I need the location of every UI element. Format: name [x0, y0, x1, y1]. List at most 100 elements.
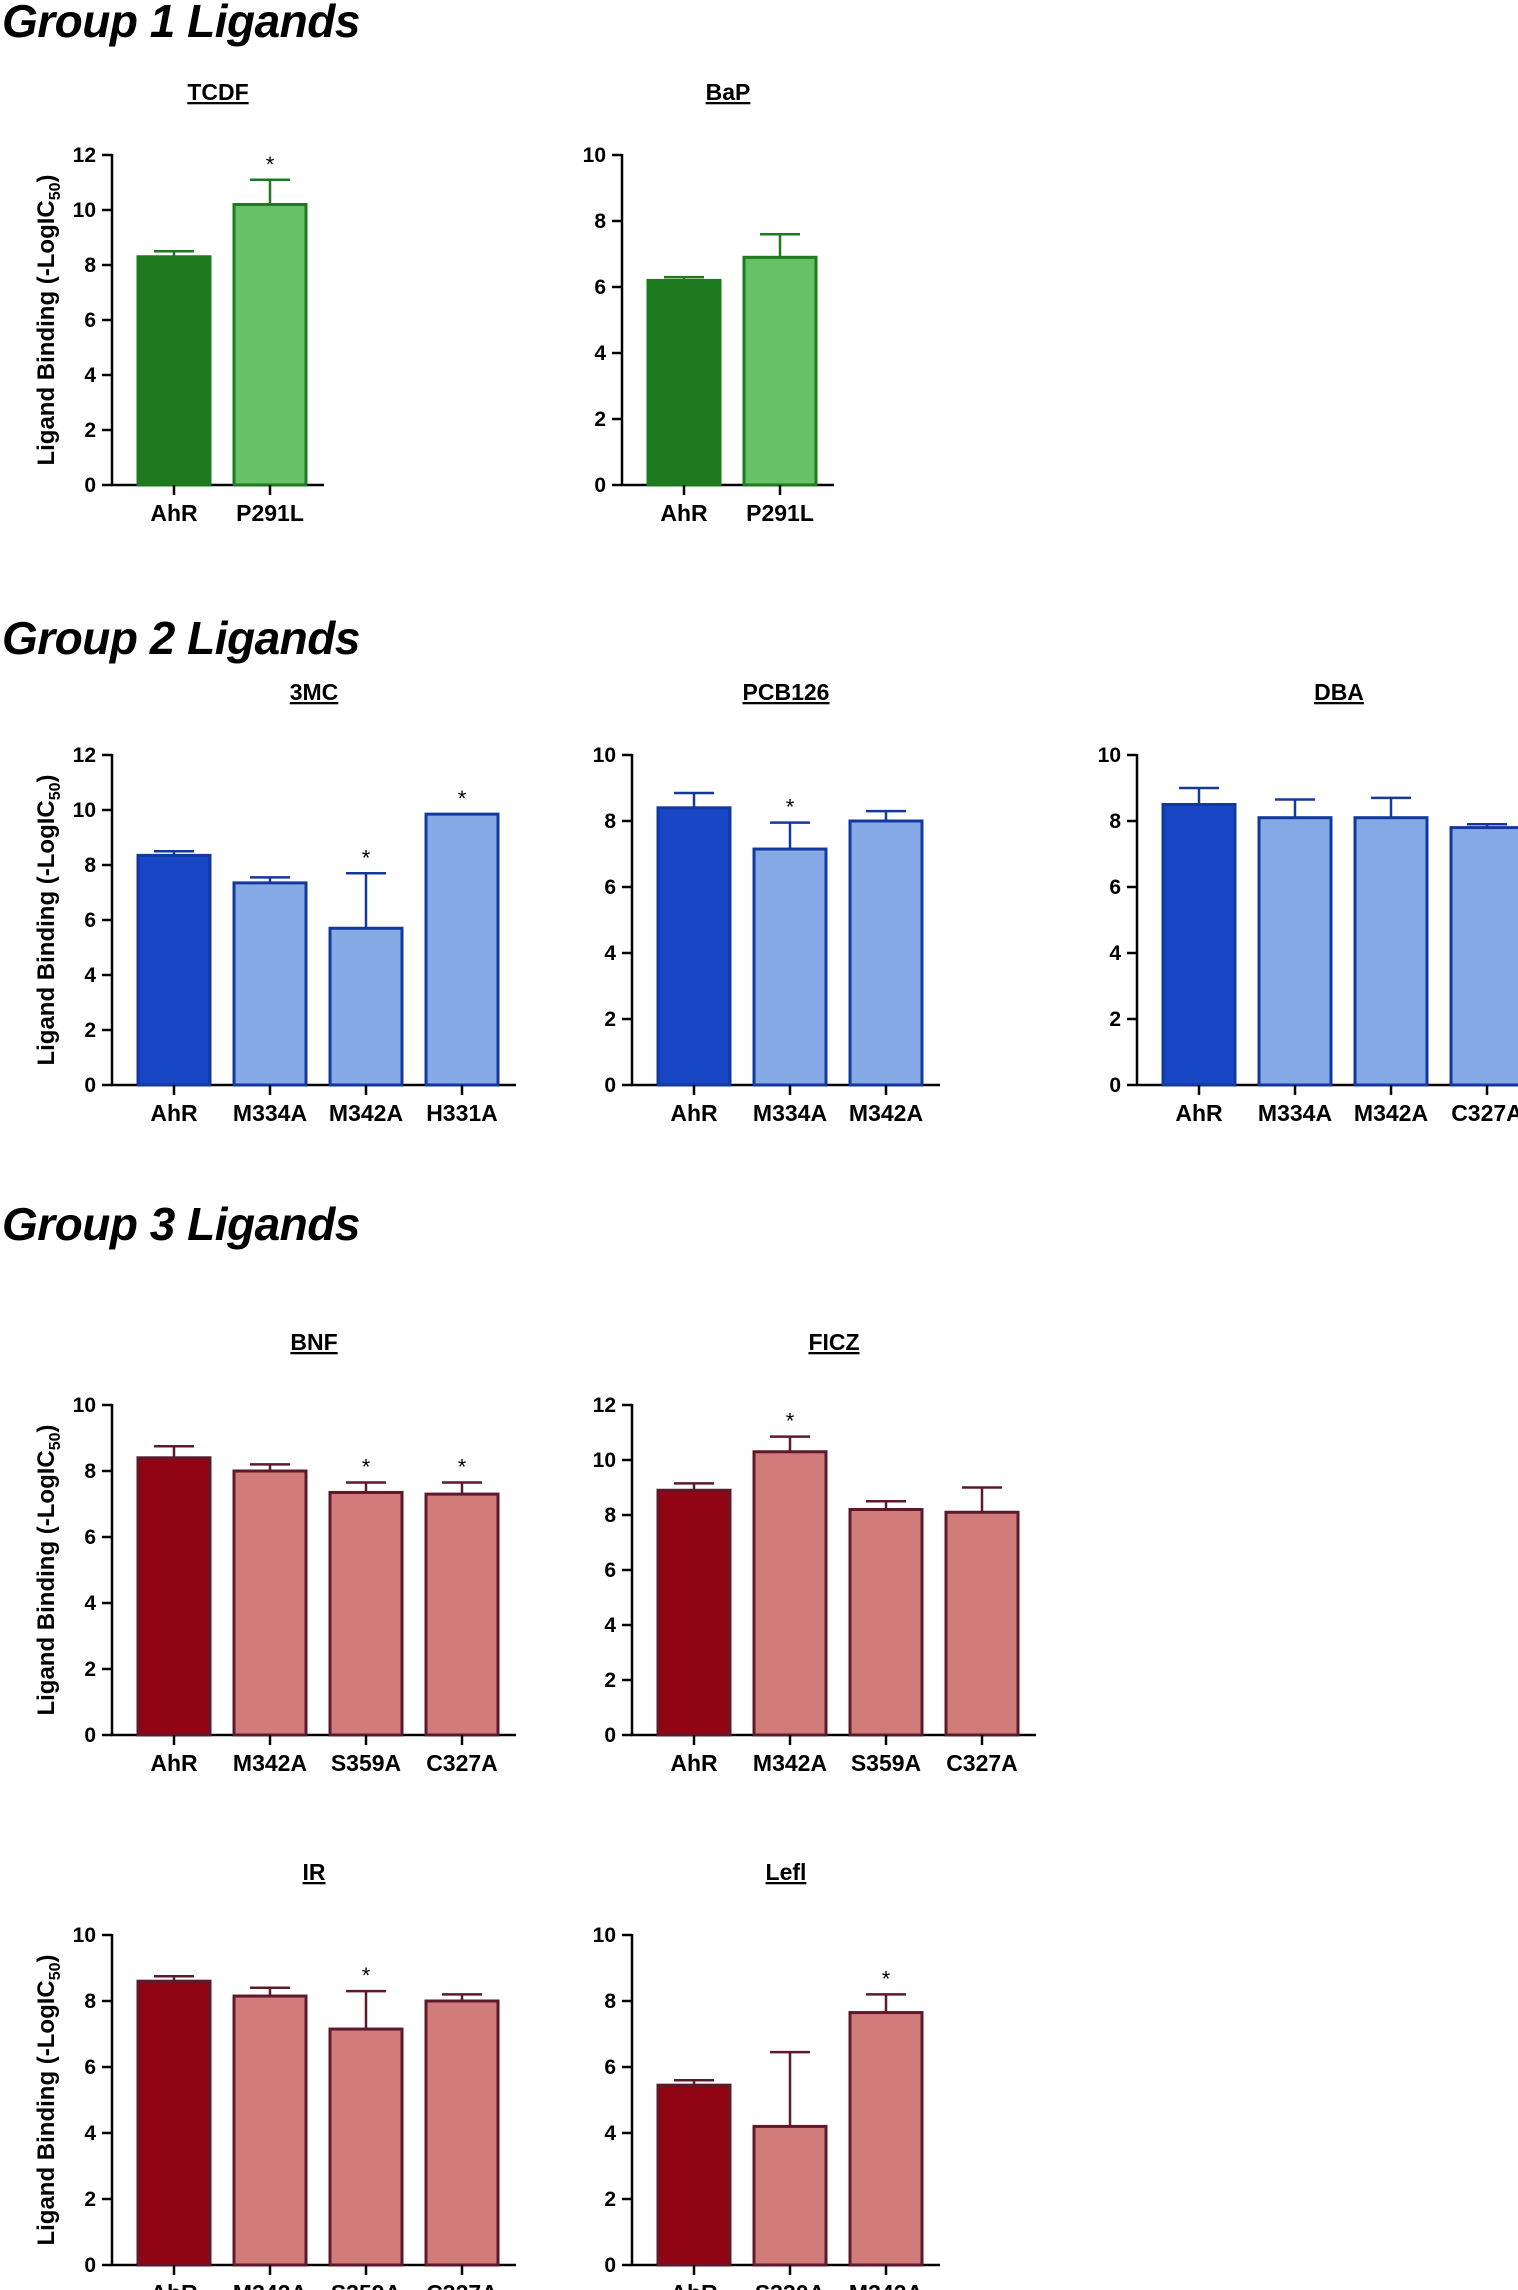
y-tick-label: 8: [594, 210, 606, 233]
y-axis-label: Ligand Binding (-LogIC50): [33, 174, 64, 465]
bar-ahr: [656, 2083, 732, 2267]
bar-ahr: [656, 806, 732, 1087]
category-label: C327A: [946, 1750, 1018, 1776]
category-label: S330A: [755, 2280, 825, 2290]
y-tick-label: 8: [1109, 810, 1121, 833]
significance-star: *: [458, 1455, 467, 1480]
group-2-title: Group 2 Ligands: [2, 612, 360, 664]
bar-c327a: [1449, 826, 1518, 1087]
category-label: M342A: [233, 1750, 307, 1776]
bar-m342a: [848, 2011, 924, 2267]
y-tick-label: 6: [84, 2056, 96, 2079]
y-tick-label: 0: [604, 1724, 616, 1747]
significance-star: *: [266, 152, 275, 177]
y-tick-label: 10: [593, 1924, 616, 1947]
bar-ahr: [136, 1456, 212, 1737]
chart-ficz: FICZ 0 2 4 6 8 10 12 AhR * M342A S359A C327A: [593, 1329, 1036, 1776]
y-tick-label: 6: [604, 2056, 616, 2079]
category-label: AhR: [1175, 1100, 1223, 1126]
y-tick-label: 8: [84, 254, 96, 277]
y-axis-label: Ligand Binding (-LogIC50): [33, 774, 64, 1065]
y-tick-label: 4: [84, 1592, 96, 1615]
y-tick-label: 10: [73, 1394, 96, 1417]
y-tick-label: 8: [604, 1504, 616, 1527]
y-tick-label: 12: [73, 144, 96, 167]
chart-title: DBA: [1314, 679, 1364, 705]
bar-m342a: [328, 926, 404, 1087]
bar-s359a: [328, 2027, 404, 2267]
y-tick-label: 2: [604, 2188, 616, 2211]
bar-ahr: [136, 853, 212, 1087]
y-tick-label: 0: [604, 2254, 616, 2277]
bar-ahr: [646, 278, 722, 487]
y-axis-label-close: ): [33, 1954, 60, 1962]
y-tick-label: 8: [84, 854, 96, 877]
y-axis-label-subscript: 50: [47, 1962, 64, 1980]
y-tick-label: 0: [604, 1074, 616, 1097]
y-tick-label: 0: [1109, 1074, 1121, 1097]
y-tick-label: 10: [1098, 744, 1121, 767]
y-axis-label-main: Ligand Binding (-LogIC: [33, 1450, 60, 1715]
y-tick-label: 2: [594, 408, 606, 431]
y-tick-label: 0: [84, 474, 96, 497]
y-tick-label: 10: [583, 144, 606, 167]
bar-m342a: [1353, 816, 1429, 1087]
y-tick-label: 2: [84, 2188, 96, 2211]
y-tick-label: 2: [1109, 1008, 1121, 1031]
y-axis-label-close: ): [33, 774, 60, 782]
group-3-title: Group 3 Ligands: [2, 1198, 360, 1250]
bar-c327a: [944, 1510, 1020, 1737]
y-tick-label: 8: [604, 810, 616, 833]
chart-lefl: Lefl 0 2 4 6 8 10 AhR S330A * M342A: [593, 1859, 940, 2290]
significance-star: *: [362, 845, 371, 870]
bar-s359a: [328, 1490, 404, 1737]
category-label: AhR: [670, 2280, 718, 2290]
y-tick-label: 8: [604, 1990, 616, 2013]
bar-ahr: [656, 1488, 732, 1737]
category-label: S359A: [331, 2280, 401, 2290]
category-label: M342A: [849, 1100, 923, 1126]
bar-m334a: [232, 881, 308, 1087]
y-tick-label: 12: [73, 744, 96, 767]
y-tick-label: 6: [604, 876, 616, 899]
category-label: C327A: [426, 1750, 498, 1776]
chart-bap: BaP 0 2 4 6 8 10 AhR P291L: [583, 79, 834, 526]
y-axis-label-main: Ligand Binding (-LogIC: [33, 1980, 60, 2245]
y-tick-label: 4: [84, 364, 96, 387]
y-tick-label: 6: [1109, 876, 1121, 899]
bar-m334a: [1257, 816, 1333, 1087]
group-1-title: Group 1 Ligands: [2, 0, 360, 47]
bar-s330a: [752, 2124, 828, 2267]
category-label: M334A: [753, 1100, 827, 1126]
y-tick-label: 10: [73, 199, 96, 222]
chart-title: BNF: [290, 1329, 337, 1355]
chart-title: BaP: [706, 79, 751, 105]
y-tick-label: 4: [84, 2122, 96, 2145]
bar-m342a: [232, 1994, 308, 2267]
bar-m334a: [752, 847, 828, 1087]
bar-ahr: [1161, 803, 1237, 1087]
bar-ahr: [136, 1979, 212, 2267]
y-axis-label-close: ): [33, 174, 60, 182]
significance-star: *: [458, 786, 467, 811]
significance-star: *: [786, 795, 795, 820]
bar-p291l: [232, 203, 308, 487]
category-label: AhR: [670, 1100, 718, 1126]
y-tick-label: 4: [1109, 942, 1121, 965]
y-tick-label: 6: [604, 1559, 616, 1582]
bar-s359a: [848, 1508, 924, 1737]
bar-h331a: [424, 812, 500, 1087]
y-tick-label: 2: [84, 419, 96, 442]
category-label: M342A: [329, 1100, 403, 1126]
y-tick-label: 6: [84, 909, 96, 932]
category-label: AhR: [150, 1100, 198, 1126]
category-label: AhR: [150, 500, 198, 526]
y-tick-label: 2: [84, 1019, 96, 1042]
category-label: M342A: [1354, 1100, 1428, 1126]
chart-dba: DBA 0 2 4 6 8 10 AhR M334A M342A C327A: [1098, 679, 1518, 1126]
y-tick-label: 8: [84, 1990, 96, 2013]
y-tick-label: 0: [84, 1724, 96, 1747]
chart-bnf: BNF Ligand Binding (-LogIC50) 0 2 4 6 8 10 AhR M3…: [33, 1329, 516, 1776]
y-tick-label: 2: [84, 1658, 96, 1681]
chart-3mc: 3MC Ligand Binding (-LogIC50) 0 2 4 6 8 10 12 AhR…: [33, 679, 516, 1126]
